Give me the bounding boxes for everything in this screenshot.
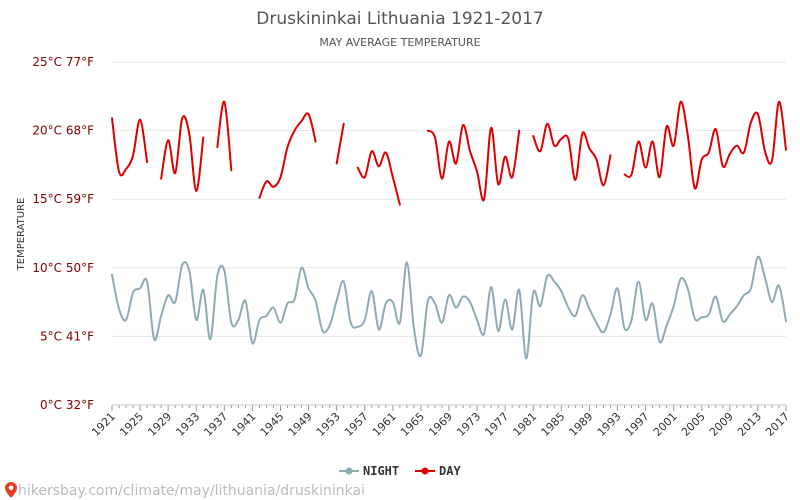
series-day-line[interactable] bbox=[356, 150, 401, 206]
legend-day-label: DAY bbox=[439, 464, 461, 478]
chart-title: Druskininkai Lithuania 1921-2017 bbox=[256, 9, 543, 29]
x-tick-label: 1957 bbox=[342, 410, 371, 439]
series-day bbox=[111, 100, 787, 206]
x-tick-label: 1969 bbox=[426, 410, 455, 439]
series-day-line[interactable] bbox=[623, 100, 787, 190]
series-day-line[interactable] bbox=[426, 124, 521, 202]
x-tick-label: 2005 bbox=[679, 410, 708, 439]
series-night bbox=[111, 255, 787, 360]
series-night-line[interactable] bbox=[111, 255, 787, 360]
x-tick-label: 1933 bbox=[173, 410, 202, 439]
x-tick-label: 2001 bbox=[651, 410, 680, 439]
x-tick-label: 1921 bbox=[89, 410, 118, 439]
x-tick-label: 1993 bbox=[595, 410, 624, 439]
legend-night-swatch-marker bbox=[345, 467, 353, 475]
y-tick-label: 25°C 77°F bbox=[32, 55, 94, 69]
x-tick-label: 1925 bbox=[117, 410, 146, 439]
watermark-text: hikersbay.com/climate/may/lithuania/drus… bbox=[18, 483, 365, 499]
y-tick-label: 10°C 50°F bbox=[32, 261, 94, 275]
series-day-line[interactable] bbox=[532, 122, 612, 187]
series-day-line[interactable] bbox=[335, 122, 345, 165]
y-tick-label: 20°C 68°F bbox=[32, 124, 94, 138]
y-tick-label: 0°C 32°F bbox=[40, 398, 94, 412]
x-tick-label: 1945 bbox=[258, 410, 287, 439]
x-tick-label: 1965 bbox=[398, 410, 427, 439]
x-tick-label: 1961 bbox=[370, 410, 399, 439]
x-tick-label: 1989 bbox=[567, 410, 596, 439]
legend-item-night[interactable]: NIGHT bbox=[339, 464, 399, 478]
legend-day-swatch-marker bbox=[421, 467, 429, 475]
x-tick-label: 1941 bbox=[230, 410, 259, 439]
y-tick-label: 15°C 59°F bbox=[32, 192, 94, 206]
x-tick-label: 1973 bbox=[454, 410, 483, 439]
x-tick-label: 2013 bbox=[735, 410, 764, 439]
x-tick-label: 1929 bbox=[145, 410, 174, 439]
series-day-line[interactable] bbox=[160, 115, 205, 192]
legend: NIGHT DAY bbox=[339, 464, 461, 478]
series-lines bbox=[111, 100, 787, 360]
x-tick-label: 1949 bbox=[286, 410, 315, 439]
series-day-line[interactable] bbox=[258, 112, 317, 199]
x-tick-labels: 1921 1925 1929 1933 1937 1941 1945 1949 1953 1957… bbox=[89, 404, 792, 439]
x-tick-label: 1937 bbox=[201, 410, 230, 439]
x-tick-label: 1953 bbox=[314, 410, 343, 439]
chart-subtitle: MAY AVERAGE TEMPERATURE bbox=[319, 36, 480, 49]
y-axis-label: TEMPERATURE bbox=[16, 198, 27, 272]
x-tick-label: 1997 bbox=[623, 410, 652, 439]
legend-night-label: NIGHT bbox=[363, 464, 399, 478]
legend-item-day[interactable]: DAY bbox=[415, 464, 461, 478]
x-tick-label: 1977 bbox=[482, 410, 511, 439]
x-tick-label: 1985 bbox=[538, 410, 567, 439]
x-tick-label: 1981 bbox=[510, 410, 539, 439]
series-day-line[interactable] bbox=[111, 117, 149, 177]
x-tick-label: 2017 bbox=[763, 410, 792, 439]
x-tick-label: 2009 bbox=[707, 410, 736, 439]
y-tick-labels: 0°C 32°F 5°C 41°F 10°C 50°F 15°C 59°F 20°C 6… bbox=[32, 55, 94, 412]
watermark[interactable]: hikersbay.com/climate/may/lithuania/drus… bbox=[5, 482, 365, 499]
series-day-line[interactable] bbox=[216, 100, 233, 172]
y-tick-label: 5°C 41°F bbox=[40, 329, 94, 343]
location-pin-icon bbox=[5, 482, 17, 498]
